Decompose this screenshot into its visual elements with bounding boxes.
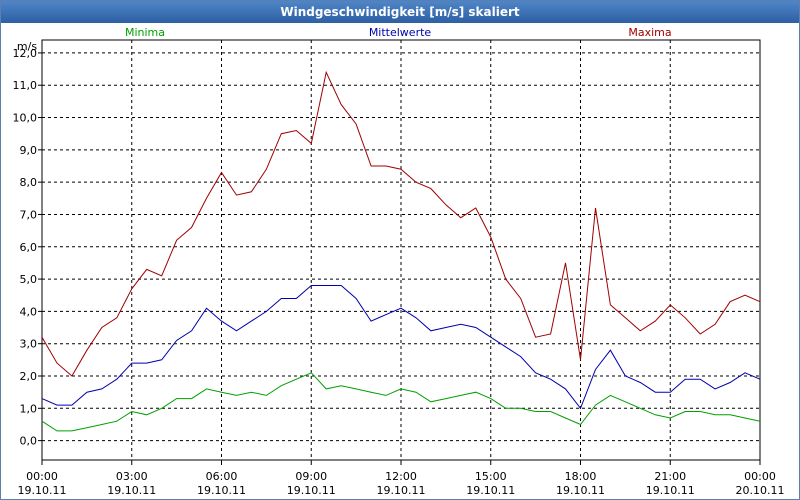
legend-maxima: Maxima bbox=[628, 26, 671, 39]
series-line-minima bbox=[41, 372, 761, 432]
chart-labels: 0,0 1,0 2,0 3,0 4,0 5,0 6,0 7,0 8,0 9,0 10,0 11,0 12… bbox=[13, 26, 785, 497]
y-tick-label: 11,0 bbox=[13, 79, 38, 92]
x-tick-time: 21:00 bbox=[654, 470, 686, 483]
x-tick-date: 19.10.11 bbox=[556, 484, 605, 497]
y-tick-label: 0,0 bbox=[20, 435, 38, 448]
x-tick-time: 06:00 bbox=[206, 470, 238, 483]
y-tick-label: 5,0 bbox=[20, 273, 38, 286]
y-tick-label: 12,0 bbox=[13, 47, 38, 60]
chart-series bbox=[41, 70, 761, 432]
x-tick-time: 18:00 bbox=[565, 470, 597, 483]
x-tick-time: 15:00 bbox=[475, 470, 507, 483]
x-tick-date: 20.10.11 bbox=[736, 484, 785, 497]
x-tick-time: 12:00 bbox=[385, 470, 417, 483]
chart-grid bbox=[42, 40, 760, 460]
x-tick-date: 19.10.11 bbox=[197, 484, 246, 497]
y-tick-label: 6,0 bbox=[20, 241, 38, 254]
y-tick-label: 9,0 bbox=[20, 144, 38, 157]
y-tick-label: 10,0 bbox=[13, 112, 38, 125]
y-tick-label: 3,0 bbox=[20, 338, 38, 351]
x-tick-date: 19.10.11 bbox=[377, 484, 426, 497]
window-title: Windgeschwindigkeit [m/s] skaliert bbox=[1, 1, 799, 23]
y-tick-label: 4,0 bbox=[20, 305, 38, 318]
legend-mittelwerte: Mittelwerte bbox=[369, 26, 432, 39]
y-tick-label: 2,0 bbox=[20, 370, 38, 383]
chart-axes bbox=[38, 39, 761, 465]
x-tick-date: 19.10.11 bbox=[287, 484, 336, 497]
x-tick-time: 09:00 bbox=[295, 470, 327, 483]
y-tick-label: 8,0 bbox=[20, 176, 38, 189]
y-tick-label: 7,0 bbox=[20, 208, 38, 221]
y-axis-label: m/s bbox=[17, 40, 37, 53]
x-tick-date: 19.10.11 bbox=[18, 484, 67, 497]
x-tick-date: 19.10.11 bbox=[107, 484, 156, 497]
plot-frame bbox=[41, 39, 761, 461]
x-tick-time: 00:00 bbox=[26, 470, 58, 483]
series-line-maxima bbox=[41, 70, 761, 377]
y-tick-label: 1,0 bbox=[20, 402, 38, 415]
legend-minima: Minima bbox=[125, 26, 165, 39]
x-tick-time: 03:00 bbox=[116, 470, 148, 483]
series-line-mittelwerte bbox=[41, 285, 761, 410]
x-tick-date: 19.10.11 bbox=[466, 484, 515, 497]
x-tick-date: 19.10.11 bbox=[646, 484, 695, 497]
x-tick-time: 00:00 bbox=[744, 470, 776, 483]
